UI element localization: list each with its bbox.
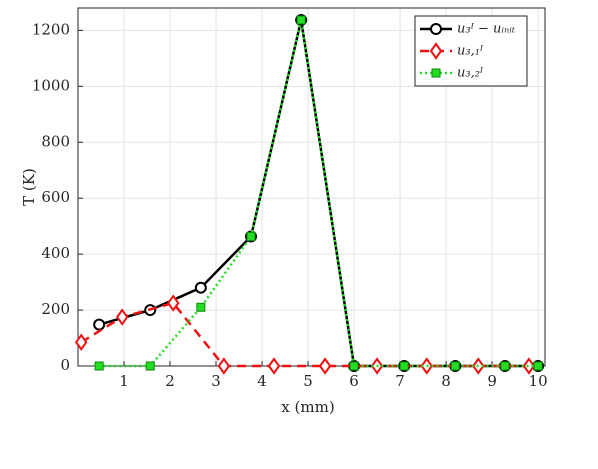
marker	[246, 232, 256, 242]
marker	[431, 68, 441, 78]
x-tick-label: 1	[119, 372, 129, 390]
y-tick-label: 600	[41, 188, 70, 206]
x-tick-label: 5	[303, 372, 313, 390]
marker	[429, 42, 443, 60]
marker	[94, 361, 104, 371]
legend-label: u₃,₂ᴵ	[457, 66, 484, 81]
marker	[349, 361, 359, 371]
x-tick-label: 6	[349, 372, 359, 390]
y-tick-label: 1000	[32, 76, 70, 94]
x-tick-label: 2	[165, 372, 175, 390]
y-tick-label: 200	[41, 300, 70, 318]
marker	[167, 294, 180, 312]
x-tick-label: 3	[211, 372, 221, 390]
marker	[318, 357, 332, 375]
marker	[267, 357, 281, 375]
marker	[296, 15, 306, 25]
y-tick-label: 800	[41, 132, 70, 150]
marker	[194, 281, 207, 294]
x-tick-label: 8	[441, 372, 451, 390]
legend: u₃ᴵ − uᵢₙᵢₜ u₃,₁ᴵ u₃,₂ᴵ	[414, 15, 528, 87]
x-tick-label: 9	[487, 372, 497, 390]
y-axis-label: T (K)	[20, 168, 38, 206]
legend-label: u₃ᴵ − uᵢₙᵢₜ	[457, 22, 516, 37]
marker	[196, 302, 206, 312]
y-tick-label: 1200	[32, 20, 70, 38]
marker	[217, 357, 231, 375]
marker	[533, 361, 543, 371]
marker	[115, 308, 129, 326]
marker	[93, 318, 106, 331]
marker	[500, 361, 510, 371]
x-tick-label: 10	[529, 372, 548, 390]
x-tick-label: 4	[257, 372, 267, 390]
marker	[145, 361, 155, 371]
marker	[399, 361, 409, 371]
marker	[74, 333, 88, 351]
x-tick-label: 7	[395, 372, 405, 390]
y-tick-label: 0	[60, 356, 70, 374]
y-tick-label: 400	[41, 244, 70, 262]
x-axis-label: x (mm)	[281, 398, 334, 416]
legend-label: u₃,₁ᴵ	[457, 44, 484, 59]
marker	[430, 23, 442, 35]
plot-frame	[77, 7, 546, 367]
marker	[450, 361, 460, 371]
marker	[522, 357, 536, 375]
